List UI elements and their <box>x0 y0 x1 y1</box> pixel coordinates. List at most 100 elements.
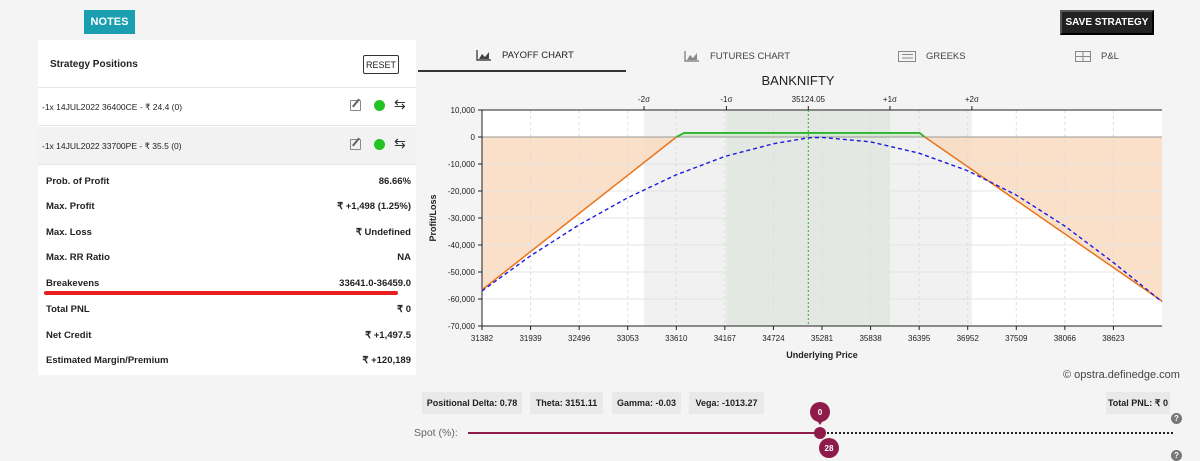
theta-badge: Theta: 3151.11 <box>530 392 603 414</box>
help-icon[interactable]: ? <box>1171 413 1182 424</box>
y-tick-label: -60,000 <box>448 295 476 304</box>
stat-label: Max. RR Ratio <box>46 252 110 263</box>
x-tick-label: 38623 <box>1102 334 1125 343</box>
stat-label: Net Credit <box>46 330 92 341</box>
positions-header: Strategy Positions RESET <box>38 40 416 88</box>
area-chart-icon <box>684 50 700 62</box>
x-tick-label: 35281 <box>811 334 834 343</box>
swap-icon[interactable]: ⇆ <box>394 135 406 151</box>
table-icon <box>1075 50 1091 62</box>
x-tick-label: 31382 <box>471 334 494 343</box>
x-tick-label: 34724 <box>762 334 785 343</box>
position-row: -1x 14JUL2022 33700PE - ₹ 35.5 (0) ⇆ <box>38 127 416 165</box>
y-tick-label: -30,000 <box>448 214 476 223</box>
chart-title: BANKNIFTY <box>762 73 835 88</box>
help-icon[interactable]: ? <box>1171 450 1182 461</box>
watermark: © opstra.definedge.com <box>1063 369 1180 381</box>
stat-prob-of-profit: Prob. of Profit 86.66% <box>38 168 416 194</box>
status-dot-icon[interactable] <box>374 139 385 150</box>
positional-delta-badge: Positional Delta: 0.78 <box>422 392 522 414</box>
y-axis-label: Profit/Loss <box>428 194 438 241</box>
x-tick-label: 33610 <box>665 334 688 343</box>
y-tick-label: 0 <box>471 133 476 142</box>
stat-label: Max. Loss <box>46 227 92 238</box>
x-axis-label: Underlying Price <box>786 350 858 360</box>
stat-label: Total PNL <box>46 304 90 315</box>
spot-value-bubble: 0 <box>810 402 830 425</box>
tab-label: GREEKS <box>926 50 966 62</box>
tab-futures-chart[interactable]: FUTURES CHART <box>684 40 834 72</box>
stat-label: Breakevens <box>46 278 100 289</box>
expiry-payoff-profit-line <box>675 132 926 138</box>
top-tick-label: -2σ <box>638 95 650 104</box>
tab-pnl[interactable]: P&L <box>1075 40 1155 72</box>
y-tick-label: -50,000 <box>448 268 476 277</box>
target-day-payoff-line <box>481 136 1163 303</box>
x-tick-label: 31939 <box>519 334 542 343</box>
x-tick-label: 38066 <box>1054 334 1077 343</box>
stat-net-credit: Net Credit ₹ +1,497.5 <box>38 322 416 348</box>
expiry-payoff-loss-line <box>924 136 1163 302</box>
chart-tabs: PAYOFF CHART FUTURES CHART GREEKS P&L <box>418 40 1200 72</box>
stat-value: ₹ +1,497.5 <box>365 330 411 341</box>
stat-value: ₹ Undefined <box>355 227 411 238</box>
stat-value: 86.66% <box>378 176 411 187</box>
edit-icon[interactable] <box>350 139 361 150</box>
vega-badge: Vega: -1013.27 <box>689 392 764 414</box>
y-tick-label: -10,000 <box>448 160 476 169</box>
tab-label: P&L <box>1101 50 1119 62</box>
top-tick-label: +1σ <box>883 95 897 104</box>
x-tick-label: 36395 <box>908 334 931 343</box>
x-tick-label: 33053 <box>617 334 640 343</box>
stat-estimated-margin: Estimated Margin/Premium ₹ +120,189 <box>38 347 416 373</box>
spot-slider-label: Spot (%): <box>414 427 458 439</box>
payoff-chart-svg: 10,000 0 -10,000 -20,000 -30,000 -40,000 -50,0… <box>428 73 1163 360</box>
reset-button[interactable]: RESET <box>363 55 399 74</box>
stat-label: Prob. of Profit <box>46 176 110 187</box>
x-tick-label: 37509 <box>1005 334 1028 343</box>
x-tick-label: 35838 <box>859 334 882 343</box>
payoff-chart: 10,000 0 -10,000 -20,000 -30,000 -40,000 -50,0… <box>418 72 1200 372</box>
y-tick-label: 10,000 <box>451 106 476 115</box>
stat-breakevens: Breakevens 33641.0-36459.0 <box>38 270 416 296</box>
top-tick-label: 35124.05 <box>792 95 826 104</box>
y-tick-label: -20,000 <box>448 187 476 196</box>
stat-value: ₹ +1,498 (1.25%) <box>337 201 411 212</box>
top-tick-label: +2σ <box>965 95 979 104</box>
notes-button[interactable]: NOTES <box>84 10 135 34</box>
position-text: -1x 14JUL2022 36400CE - ₹ 24.4 (0) <box>42 102 183 112</box>
spot-day-bubble: 28 <box>819 438 839 458</box>
edit-icon[interactable] <box>350 100 361 111</box>
y-tick-label: -40,000 <box>448 241 476 250</box>
total-pnl-badge: Total PNL: ₹ 0 <box>1106 392 1170 414</box>
profit-area <box>676 132 925 137</box>
spot-slider-fill <box>468 432 820 434</box>
stat-label: Max. Profit <box>46 201 95 212</box>
gamma-badge: Gamma: -0.03 <box>612 392 681 414</box>
stat-value: ₹ +120,189 <box>362 355 411 366</box>
tab-greeks[interactable]: GREEKS <box>898 40 998 72</box>
y-tick-label: -70,000 <box>448 322 476 331</box>
save-strategy-button[interactable]: SAVE STRATEGY <box>1060 10 1154 35</box>
swap-icon[interactable]: ⇆ <box>394 96 406 112</box>
breakeven-highlight-underline <box>44 291 398 295</box>
list-icon <box>898 50 916 62</box>
top-bar: NOTES SAVE STRATEGY <box>0 0 1200 40</box>
positions-title: Strategy Positions <box>50 59 138 70</box>
stat-value: NA <box>397 252 411 263</box>
x-tick-label: 34167 <box>714 334 737 343</box>
stat-max-loss: Max. Loss ₹ Undefined <box>38 219 416 245</box>
area-chart-icon <box>476 49 492 61</box>
stat-value: ₹ 0 <box>397 304 411 315</box>
status-dot-icon[interactable] <box>374 100 385 111</box>
stat-total-pnl: Total PNL ₹ 0 <box>38 296 416 322</box>
stat-max-rr-ratio: Max. RR Ratio NA <box>38 244 416 270</box>
spot-slider-handle[interactable] <box>814 427 826 439</box>
tab-label: PAYOFF CHART <box>502 49 574 61</box>
stat-value: 33641.0-36459.0 <box>339 278 411 289</box>
tab-label: FUTURES CHART <box>710 50 791 62</box>
stat-label: Estimated Margin/Premium <box>46 355 169 366</box>
position-row: -1x 14JUL2022 36400CE - ₹ 24.4 (0) ⇆ <box>38 88 416 126</box>
top-tick-label: -1σ <box>720 95 732 104</box>
tab-payoff-chart[interactable]: PAYOFF CHART <box>418 40 626 72</box>
